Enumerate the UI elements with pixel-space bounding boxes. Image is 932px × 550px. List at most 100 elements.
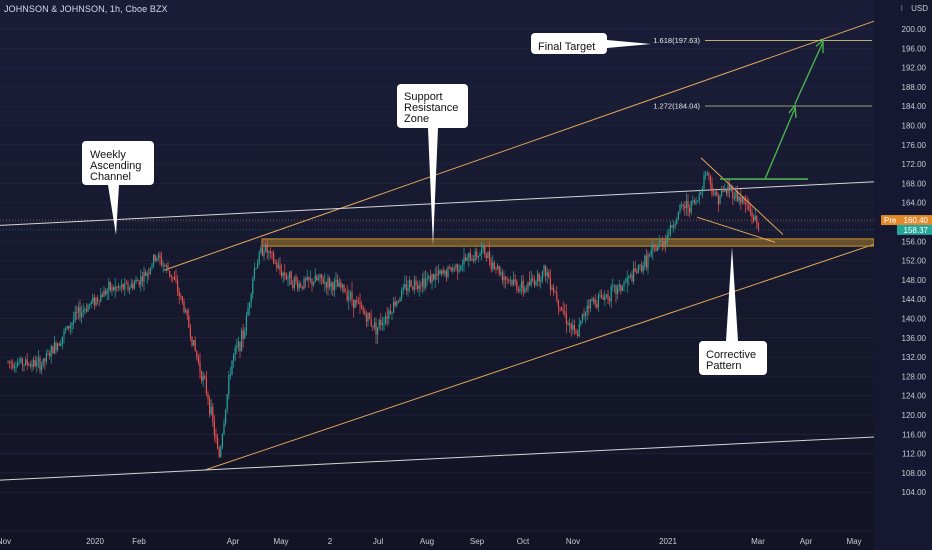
candle-body	[145, 271, 147, 276]
candle-body	[343, 284, 345, 292]
candle-body	[193, 340, 195, 346]
candle-body	[554, 291, 556, 293]
candle-body	[381, 323, 383, 326]
candle-body	[359, 302, 361, 305]
candle-body	[125, 282, 127, 284]
y-tick-label: 156.00	[902, 237, 927, 246]
candle-body	[63, 330, 65, 337]
candle-body	[289, 271, 291, 278]
candle-body	[279, 265, 281, 271]
candle-body	[455, 264, 457, 269]
candle-body	[687, 200, 689, 209]
candle-body	[138, 280, 140, 286]
candle-body	[474, 251, 476, 261]
candle-body	[207, 393, 209, 399]
candle-body	[575, 331, 577, 335]
candle-body	[71, 323, 73, 326]
candle-body	[167, 265, 169, 271]
candle-body	[757, 223, 759, 230]
wedge-lower-line	[696, 216, 776, 243]
candle-body	[649, 254, 651, 256]
candle-body	[322, 279, 324, 284]
candle-body	[559, 307, 561, 308]
y-tick-label: 172.00	[902, 160, 927, 169]
candle-body	[111, 287, 113, 291]
candle-body	[101, 294, 103, 298]
candle-body	[458, 270, 460, 272]
candle-body	[756, 215, 758, 224]
candle-body	[36, 361, 38, 367]
candle-body	[284, 272, 286, 276]
candle-body	[346, 291, 348, 301]
y-tick-label: 140.00	[902, 315, 927, 324]
candle-body	[265, 244, 267, 252]
candle-body	[719, 195, 721, 205]
candle-body	[285, 275, 287, 279]
candle-body	[397, 301, 399, 303]
candle-body	[716, 191, 718, 196]
candle-body	[492, 262, 494, 270]
candle-body	[591, 299, 593, 302]
menu-icon[interactable]: ⁝	[900, 4, 903, 13]
candle-body	[594, 298, 596, 305]
candle-body	[626, 278, 628, 283]
target-arrowhead-1	[788, 103, 797, 118]
candle-body	[708, 172, 710, 176]
candle-body	[655, 247, 657, 252]
candle-body	[625, 282, 627, 284]
candle-body	[514, 279, 516, 282]
candle-body	[319, 274, 321, 279]
candle-body	[303, 278, 305, 289]
candle-body	[709, 175, 711, 184]
candle-body	[433, 274, 435, 280]
callout-2: Final Target	[531, 33, 651, 54]
x-tick-label: Mar	[751, 537, 765, 546]
candle-body	[257, 263, 259, 269]
candle-body	[551, 287, 553, 290]
candle-body	[641, 265, 643, 272]
x-tick-label: Oct	[517, 537, 530, 546]
candle-body	[199, 362, 201, 372]
candle-body	[673, 226, 675, 228]
x-tick-label: 2020	[86, 537, 104, 546]
candle-body	[461, 264, 463, 266]
candle-body	[684, 206, 686, 209]
candle-body	[466, 257, 468, 261]
candle-body	[173, 276, 175, 280]
candle-body	[76, 311, 78, 313]
candle-body	[508, 279, 510, 281]
candle-body	[204, 376, 206, 378]
candle-body	[693, 200, 695, 204]
candle-body	[741, 197, 743, 204]
pre-price-badge	[881, 215, 932, 226]
candle-body	[437, 270, 439, 276]
y-tick-label: 164.00	[902, 199, 927, 208]
candle-body	[605, 294, 607, 296]
candle-body	[34, 359, 36, 367]
candle-body	[388, 310, 390, 319]
currency-menu[interactable]: USD	[911, 4, 928, 13]
candle-body	[260, 247, 262, 253]
candle-body	[276, 262, 278, 269]
candle-body	[177, 280, 179, 292]
candle-body	[722, 188, 724, 192]
candle-body	[745, 201, 747, 205]
candle-body	[172, 276, 174, 278]
candle-body	[316, 275, 318, 280]
candle-body	[618, 284, 620, 288]
y-tick-label: 192.00	[902, 64, 927, 73]
candle-body	[485, 254, 487, 259]
candle-body	[681, 204, 683, 206]
candle-body	[674, 223, 676, 227]
candle-body	[327, 277, 329, 288]
candle-body	[676, 219, 678, 224]
candle-body	[129, 287, 131, 290]
candle-body	[95, 297, 97, 306]
candle-body	[124, 282, 126, 290]
candle-body	[364, 311, 366, 315]
candle-body	[252, 278, 254, 295]
candle-body	[735, 191, 737, 199]
candle-body	[660, 241, 662, 243]
